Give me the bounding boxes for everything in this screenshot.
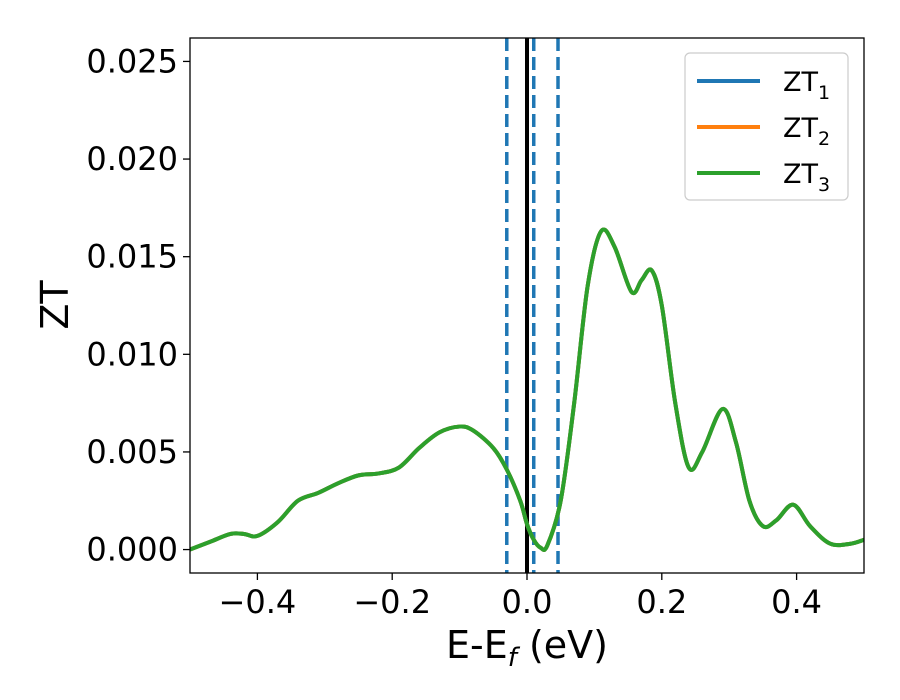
legend-label-zt1: ZT1 [783,67,830,104]
x-tick-label: 0.0 [502,583,553,621]
legend: ZT1 ZT2 ZT3 [684,52,849,201]
vertical-reference-lines [505,38,560,573]
legend-box [684,52,849,201]
x-axis-ticks: −0.4 −0.2 0.0 0.2 0.4 [219,573,822,621]
y-tick-label: 0.005 [86,433,178,471]
y-tick-label: 0.025 [86,42,178,80]
y-axis-ticks: 0.000 0.005 0.010 0.015 0.020 0.025 [86,42,190,569]
x-tick-label: 0.4 [771,583,822,621]
series-layer [190,227,864,552]
legend-label-zt3: ZT3 [783,159,830,196]
x-axis-label-main: E-E [446,623,508,667]
x-tick-label: −0.4 [219,583,297,621]
legend-label-zt2: ZT2 [783,113,830,150]
x-axis-label-unit: (eV) [517,623,608,667]
x-axis-label: E-Ef (eV) [446,623,608,673]
y-tick-label: 0.010 [86,335,178,373]
x-tick-label: −0.2 [353,583,431,621]
y-tick-label: 0.000 [86,531,178,569]
y-tick-label: 0.020 [86,140,178,178]
y-axis-label: ZT [33,280,77,330]
series-line-zt3 [190,227,864,552]
y-tick-label: 0.015 [86,238,178,276]
x-tick-label: 0.2 [636,583,687,621]
